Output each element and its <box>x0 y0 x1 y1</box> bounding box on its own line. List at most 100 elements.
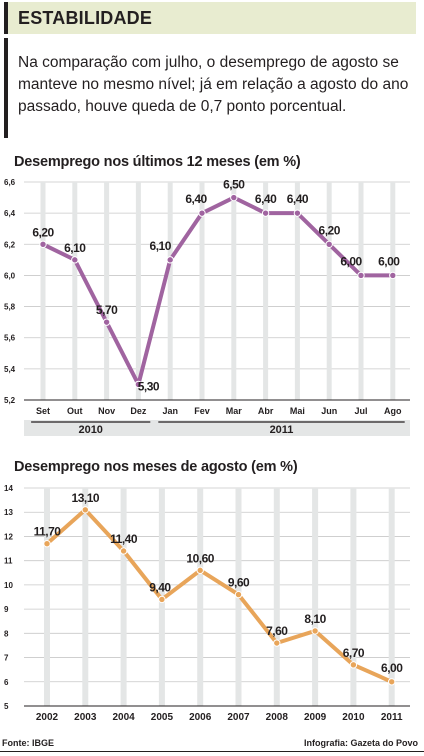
data-point <box>134 380 143 389</box>
y-tick-label: 10 <box>4 581 13 590</box>
data-label: 6,20 <box>319 223 341 237</box>
column-band <box>40 182 46 400</box>
data-label: 9,40 <box>149 580 171 594</box>
y-tick-label: 5,4 <box>4 365 16 374</box>
column-band <box>326 182 332 400</box>
chart1-svg: 5,2 5,4 5,6 5,8 6,0 6,2 6,4 6,6 Set Out Nov Dez Jan F… <box>4 178 410 436</box>
data-label: 6,50 <box>223 178 245 192</box>
data-point <box>293 209 302 217</box>
data-point <box>261 209 270 217</box>
x-tick-label: 2011 <box>381 712 403 723</box>
column-band <box>273 488 280 706</box>
y-tick-label: 6,4 <box>4 209 16 218</box>
source-note: Fonte: IBGE <box>2 738 54 748</box>
data-label: 5,30 <box>138 379 160 393</box>
data-label: 13,10 <box>72 491 100 505</box>
data-label: 6,10 <box>150 239 172 253</box>
data-label: 10,60 <box>186 551 214 565</box>
data-label: 11,70 <box>34 525 62 539</box>
x-tick-label: 2008 <box>266 712 289 723</box>
x-tick-label: 2006 <box>189 712 212 723</box>
data-point <box>234 590 243 599</box>
data-point <box>43 540 51 548</box>
x-tick-label: Fev <box>194 406 210 416</box>
y-tick-label: 5,2 <box>4 396 16 405</box>
data-point <box>389 271 397 280</box>
data-point <box>166 256 174 264</box>
column-band <box>44 488 50 706</box>
credit-note: Infografia: Gazeta do Povo <box>303 738 418 748</box>
y-tick-label: 12 <box>4 532 13 541</box>
data-point <box>388 678 396 686</box>
x-tick-label: Dez <box>130 406 147 416</box>
data-point <box>81 506 90 514</box>
data-point <box>325 240 333 248</box>
y-tick-label: 6,6 <box>4 178 16 187</box>
column-band <box>197 488 204 706</box>
column-band <box>82 488 89 706</box>
x-tick-label: Out <box>67 406 83 416</box>
x-tick-label: Mar <box>226 406 243 416</box>
column-band <box>72 182 78 400</box>
chart1-title: Desemprego nos últimos 12 meses (em %) <box>14 154 301 170</box>
data-point <box>119 547 128 555</box>
x-tick-label: Set <box>36 406 50 416</box>
chart2-svg: 5 6 7 8 9 10 11 12 13 14 2002 2003 2004 2005 2006 2007 2… <box>4 484 410 723</box>
y-tick-label: 6 <box>4 678 9 687</box>
year-label: 2010 <box>78 424 102 436</box>
y-tick-label: 14 <box>4 484 13 493</box>
data-point <box>273 639 281 647</box>
data-point <box>196 566 204 575</box>
x-tick-label: Abr <box>258 406 274 416</box>
data-label: 5,70 <box>96 303 118 317</box>
intro-text: Na comparação com julho, o desemprego de… <box>18 54 409 115</box>
data-point <box>230 193 238 202</box>
x-tick-label: 2002 <box>36 712 59 723</box>
data-label: 6,00 <box>378 254 400 268</box>
x-tick-label: Nov <box>98 406 115 416</box>
data-label: 8,10 <box>304 612 326 626</box>
series-line <box>42 195 393 387</box>
header-bar: ESTABILIDADE <box>4 2 416 34</box>
data-label: 9,60 <box>228 576 250 590</box>
data-label: 6,00 <box>340 254 362 268</box>
column-band <box>312 488 319 706</box>
data-label: 6,40 <box>287 192 309 206</box>
column-band <box>390 182 396 400</box>
data-label: 6,40 <box>185 192 207 206</box>
data-label: 6,70 <box>343 646 365 660</box>
data-point <box>102 318 111 326</box>
column-band <box>231 182 237 400</box>
data-point <box>71 256 79 264</box>
data-point <box>198 209 206 217</box>
x-tick-label: 2010 <box>342 712 365 723</box>
column-band <box>120 488 127 706</box>
year-label: 2011 <box>270 424 294 436</box>
y-tick-label: 13 <box>4 508 13 517</box>
column-band <box>135 182 141 400</box>
data-label: 6,00 <box>381 661 403 675</box>
x-tick-label: Jul <box>354 406 367 416</box>
y-tick-label: 11 <box>4 557 13 566</box>
chart2-title: Desemprego nos meses de agosto (em %) <box>14 459 298 475</box>
column-band <box>167 182 173 400</box>
column-band <box>199 182 205 400</box>
column-band <box>263 182 269 400</box>
page-title: ESTABILIDADE <box>18 8 153 28</box>
x-tick-label: Mai <box>290 406 305 416</box>
column-band <box>358 182 364 400</box>
footer-divider <box>0 751 424 752</box>
data-point <box>39 240 47 248</box>
y-tick-label: 8 <box>4 629 9 638</box>
data-point <box>311 627 319 635</box>
x-tick-label: Jun <box>321 406 337 416</box>
data-point <box>158 595 166 604</box>
y-tick-label: 9 <box>4 605 9 614</box>
data-label: 6,10 <box>64 241 86 255</box>
y-tick-label: 6,0 <box>4 271 16 280</box>
column-band <box>350 488 357 706</box>
x-tick-label: 2004 <box>112 712 135 723</box>
data-label: 6,20 <box>32 225 54 239</box>
y-tick-label: 5,8 <box>4 303 16 312</box>
data-label: 6,40 <box>255 192 277 206</box>
